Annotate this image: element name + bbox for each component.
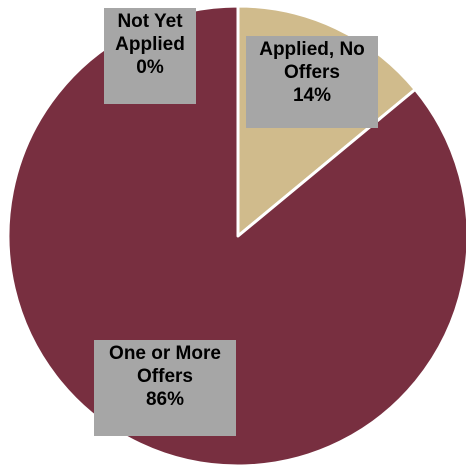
- data-label-not-yet-applied: Not Yet Applied 0%: [104, 8, 196, 104]
- data-label-applied-no-offers: Applied, No Offers 14%: [246, 36, 378, 128]
- data-label-one-or-more-offers: One or More Offers 86%: [94, 340, 236, 436]
